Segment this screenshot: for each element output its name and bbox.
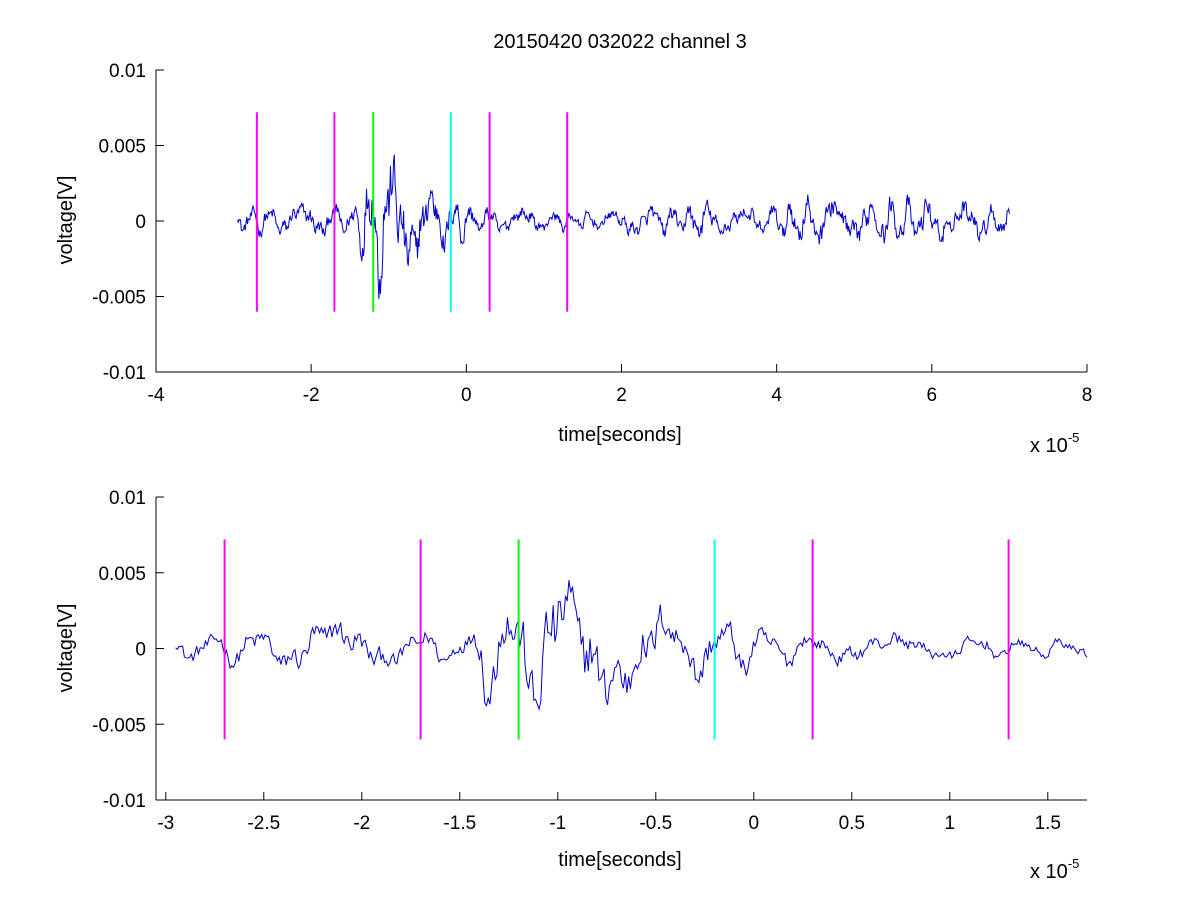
- top-x-exponent-power: -5: [1068, 430, 1080, 445]
- x-tick-label: -1: [549, 813, 566, 834]
- bottom-x-exponent-base: x 10: [1030, 861, 1068, 883]
- x-tick-label: 8: [1082, 385, 1093, 406]
- y-tick-label: -0.01: [103, 363, 146, 384]
- signal-series-line: [175, 580, 1088, 711]
- y-tick-label: -0.01: [103, 791, 146, 812]
- top-x-exponent: x 10-5: [1030, 430, 1079, 457]
- y-tick-label: 0.01: [109, 488, 146, 509]
- bottom-x-exponent: x 10-5: [1030, 856, 1079, 883]
- bottom-y-axis-label: voltage[V]: [55, 604, 77, 693]
- y-tick-label: 0.005: [98, 564, 146, 585]
- y-tick-label: -0.005: [92, 288, 146, 309]
- top-x-axis-label: time[seconds]: [558, 424, 681, 446]
- x-tick-label: 0: [749, 813, 760, 834]
- x-tick-label: 0.5: [839, 813, 865, 834]
- x-tick-label: 4: [771, 385, 782, 406]
- x-tick-label: -1.5: [443, 813, 476, 834]
- y-tick-label: -0.005: [92, 715, 146, 736]
- x-tick-label: 1: [945, 813, 956, 834]
- x-tick-label: 1.5: [1035, 813, 1061, 834]
- x-tick-label: -2: [353, 813, 370, 834]
- y-tick-label: 0: [135, 212, 146, 233]
- x-tick-label: -2.5: [247, 813, 280, 834]
- bottom-plot: time[seconds] voltage[V] x 10-5 -0.01 -0.…: [55, 488, 1088, 883]
- bottom-x-exponent-power: -5: [1068, 856, 1080, 871]
- x-tick-label: -3: [157, 813, 174, 834]
- top-x-exponent-base: x 10: [1030, 435, 1068, 457]
- top-plot: time[seconds] voltage[V] x 10-5 -0.01 -0.…: [55, 61, 1092, 457]
- x-tick-label: -0.5: [639, 813, 672, 834]
- x-tick-label: 2: [616, 385, 627, 406]
- x-tick-label: -2: [303, 385, 320, 406]
- figure-title: 20150420 032022 channel 3: [493, 31, 747, 53]
- signal-series-line: [237, 154, 1010, 299]
- top-y-axis-label: voltage[V]: [55, 176, 77, 265]
- x-tick-label: 0: [461, 385, 472, 406]
- y-tick-label: 0.005: [98, 137, 146, 158]
- y-tick-label: 0.01: [109, 61, 146, 82]
- x-tick-label: -4: [148, 385, 165, 406]
- bottom-x-axis-label: time[seconds]: [558, 849, 681, 871]
- y-tick-label: 0: [135, 640, 146, 661]
- x-tick-label: 6: [927, 385, 938, 406]
